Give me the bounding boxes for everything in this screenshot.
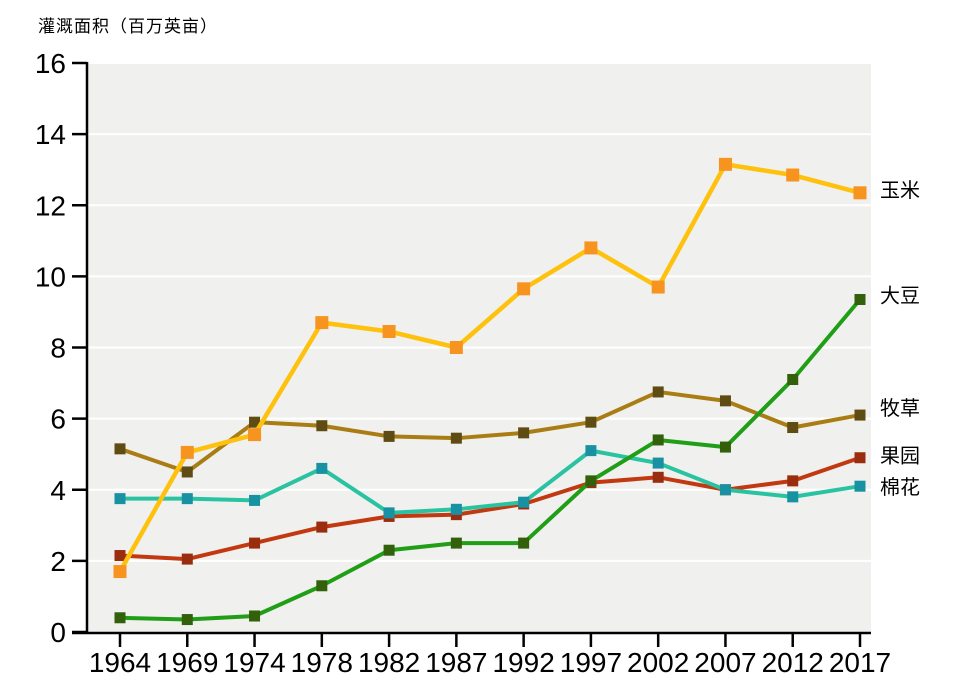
orchard-marker: [316, 521, 328, 533]
x-tick-label: 1992: [492, 647, 554, 678]
cotton-marker: [114, 493, 126, 505]
y-tick-label: 0: [50, 617, 66, 648]
x-tick-label: 1987: [425, 647, 487, 678]
soybean-marker: [652, 434, 664, 446]
pasture-line: [119, 389, 861, 474]
cotton-marker: [787, 491, 799, 503]
corn-marker: [113, 565, 127, 579]
corn-marker: [315, 316, 329, 330]
orchard-marker: [652, 471, 664, 483]
soybean-marker: [450, 537, 462, 549]
x-tick-label: 2017: [829, 647, 891, 678]
pasture-marker: [450, 432, 462, 444]
orchard-marker: [787, 475, 799, 487]
pasture-marker: [114, 443, 126, 455]
cotton-marker: [854, 480, 866, 492]
x-tick-label: 1964: [89, 647, 151, 678]
x-tick-label: 1974: [223, 647, 285, 678]
pasture-marker: [787, 422, 799, 434]
soybean-marker: [585, 475, 597, 487]
corn-marker: [382, 324, 396, 338]
orchard-marker: [181, 553, 193, 565]
cotton-marker: [181, 493, 193, 505]
cotton-label: 棉花: [880, 476, 920, 499]
corn-marker: [180, 445, 194, 459]
y-tick-label: 6: [50, 404, 66, 435]
soybean-marker: [787, 374, 799, 386]
cotton-marker: [518, 496, 530, 508]
soybean-marker: [316, 580, 328, 592]
x-tick-label: 1978: [291, 647, 353, 678]
cotton-marker: [249, 494, 261, 506]
corn-marker: [786, 168, 800, 182]
x-tick-label: 1982: [358, 647, 420, 678]
pasture-marker: [181, 466, 193, 478]
series-corn: 玉米: [113, 157, 920, 579]
corn-marker: [449, 341, 463, 354]
corn-line: [118, 162, 861, 573]
soybean-marker: [249, 610, 261, 622]
orchard-line: [119, 455, 861, 562]
soybean-marker: [114, 612, 126, 624]
soybean-marker: [518, 537, 530, 549]
x-tick-label: 1969: [156, 647, 218, 678]
cotton-marker: [719, 484, 731, 496]
cotton-line: [120, 448, 861, 515]
pasture-marker: [652, 386, 664, 398]
chart-title: 灌溉面积（百万英亩）: [38, 17, 218, 36]
pasture-marker: [585, 416, 597, 428]
y-tick-label: 2: [50, 546, 66, 577]
y-tick-label: 10: [35, 261, 66, 292]
pasture-marker: [518, 427, 530, 439]
corn-marker: [517, 282, 531, 296]
pasture-marker: [316, 420, 328, 432]
soybean-line: [119, 298, 862, 622]
orchard-marker: [249, 537, 261, 549]
soybean-marker: [719, 441, 731, 453]
cotton-marker: [585, 445, 597, 457]
pasture-label: 牧草: [880, 397, 920, 420]
pasture-marker: [854, 409, 866, 421]
orchard-marker: [114, 550, 126, 562]
orchard-label: 果园: [880, 446, 920, 468]
soybean-marker: [854, 293, 866, 305]
pasture-marker: [249, 416, 261, 428]
pasture-marker: [719, 395, 731, 407]
y-tick-label: 12: [35, 190, 66, 221]
soybean-marker: [181, 614, 193, 626]
cotton-marker: [450, 503, 462, 515]
corn-marker: [651, 280, 665, 294]
y-tick-label: 14: [35, 119, 66, 150]
corn-label: 玉米: [880, 179, 920, 202]
corn-marker: [853, 186, 867, 200]
soybean-label: 大豆: [880, 284, 920, 307]
y-tick-label: 8: [50, 333, 66, 364]
cotton-marker: [652, 457, 664, 469]
x-tick-label: 2007: [694, 647, 756, 678]
pasture-marker: [383, 430, 395, 442]
cotton-marker: [383, 507, 395, 519]
corn-marker: [584, 241, 598, 255]
cotton-marker: [316, 462, 328, 474]
orchard-marker: [854, 452, 866, 464]
series-cotton: 棉花: [114, 445, 920, 519]
corn-marker: [718, 157, 732, 171]
corn-marker: [248, 428, 262, 442]
y-tick-label: 16: [35, 48, 66, 79]
x-tick-label: 1997: [560, 647, 622, 678]
soybean-marker: [383, 544, 395, 556]
series-pasture: 牧草: [114, 386, 920, 478]
y-tick-label: 4: [50, 475, 66, 506]
series-soybean: 大豆: [114, 284, 920, 626]
x-tick-label: 2012: [762, 647, 824, 678]
x-tick-label: 2002: [627, 647, 689, 678]
